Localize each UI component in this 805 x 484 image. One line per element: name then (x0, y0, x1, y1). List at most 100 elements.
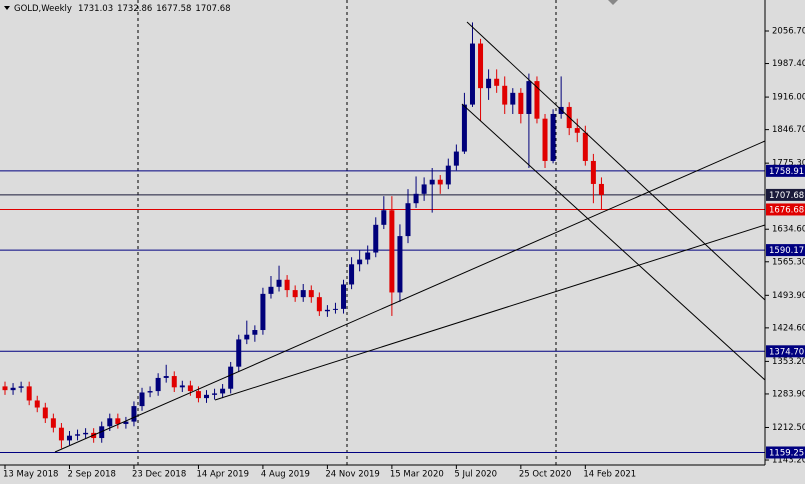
candle-body (445, 165, 451, 185)
support-line (214, 224, 766, 401)
y-tick-label: 1916.00 (772, 93, 805, 103)
candle-body (131, 406, 137, 422)
candle-body (478, 43, 484, 89)
candle-body (99, 426, 105, 439)
x-tick-label: 13 May 2018 (3, 470, 58, 480)
candle-body (437, 179, 443, 185)
candle-body (542, 118, 548, 161)
candle-body (171, 376, 177, 388)
level-box (766, 164, 805, 177)
y-tick-label: 1775.30 (772, 159, 805, 169)
channel-lower (461, 103, 766, 381)
candle-body (236, 339, 242, 367)
candle-body (413, 193, 419, 204)
level-label: 1159.25 (769, 448, 804, 458)
y-tick-label: 1353.20 (772, 357, 805, 367)
candle-body (220, 388, 226, 394)
candle-body (26, 386, 32, 401)
candle-body (268, 286, 274, 294)
candle-body (365, 252, 371, 260)
candle-body (381, 210, 387, 225)
y-tick-label: 1493.90 (772, 291, 805, 301)
candle-body (357, 259, 363, 265)
menu-arrow (4, 6, 10, 10)
candle-body (204, 394, 209, 399)
y-tick-label: 1424.60 (772, 323, 805, 333)
candle-body (494, 78, 500, 86)
level-label: 1758.91 (769, 167, 804, 177)
candle-body (107, 418, 113, 427)
candle-body (75, 434, 81, 436)
candle-body (429, 179, 435, 185)
shift-marker (608, 0, 618, 5)
candle-body (163, 376, 169, 378)
open: 1731.03 (78, 4, 113, 14)
candle-body (2, 386, 8, 391)
candle-body (332, 308, 338, 310)
level-box (766, 345, 805, 358)
x-tick-label: 14 Apr 2019 (196, 470, 249, 480)
candle-body (34, 400, 40, 408)
candle-body (510, 92, 516, 105)
y-tick-label: 1283.90 (772, 389, 805, 399)
candle-body (260, 293, 266, 331)
level-box (766, 188, 805, 201)
candle-body (18, 386, 24, 388)
y-tick-label: 1565.30 (772, 257, 805, 267)
close: 1707.68 (195, 4, 230, 14)
candle-body (341, 284, 347, 309)
candle-body (582, 132, 588, 161)
candle-body (42, 407, 48, 419)
candle-body (590, 160, 596, 184)
candle-body (518, 92, 524, 114)
high: 1732.86 (117, 4, 152, 14)
candle-body (486, 78, 492, 89)
trend-lines (54, 21, 766, 453)
x-tick-label: 14 Feb 2021 (583, 470, 636, 480)
candle-body (397, 236, 403, 293)
candle-body (300, 290, 306, 298)
level-box (766, 203, 805, 216)
candle-body (276, 279, 282, 287)
x-tick-label: 4 Aug 2019 (261, 470, 310, 480)
candle-body (244, 334, 250, 340)
candle-body (147, 391, 153, 393)
candle-body (461, 104, 467, 152)
candles (2, 22, 604, 449)
candle-body (292, 290, 298, 298)
y-tick-label: 1987.40 (772, 59, 805, 69)
x-tick-label: 25 Oct 2020 (519, 470, 572, 480)
candle-body (252, 330, 258, 335)
candle-body (349, 264, 355, 285)
candle-body (453, 151, 459, 166)
y-tick-label: 1143.20 (772, 456, 805, 466)
candle-body (284, 279, 290, 291)
candle-body (58, 427, 64, 441)
candle-body (187, 385, 193, 392)
x-tick-label: 5 Jul 2020 (454, 470, 497, 480)
y-tick-label: 1846.70 (772, 125, 805, 135)
candle-body (373, 224, 379, 253)
level-box (766, 446, 805, 459)
x-tick-label: 15 Mar 2020 (390, 470, 444, 480)
channel-upper (466, 21, 766, 301)
candle-body (550, 113, 556, 161)
low: 1677.58 (156, 4, 191, 14)
candle-body (526, 81, 532, 114)
candle-body (123, 421, 129, 424)
candle-body (308, 290, 314, 298)
candle-body (574, 128, 580, 133)
candle-body (534, 81, 540, 119)
levels (0, 170, 765, 453)
y-tick-label: 1634.60 (772, 225, 805, 235)
level-label: 1590.17 (769, 246, 804, 256)
level-label: 1676.68 (769, 205, 804, 215)
candle-body (421, 184, 427, 194)
candle-body (316, 297, 322, 312)
level-label: 1374.70 (769, 347, 804, 357)
candle-body (139, 392, 145, 407)
support-line (54, 140, 766, 453)
x-tick-label: 24 Nov 2019 (325, 470, 379, 480)
